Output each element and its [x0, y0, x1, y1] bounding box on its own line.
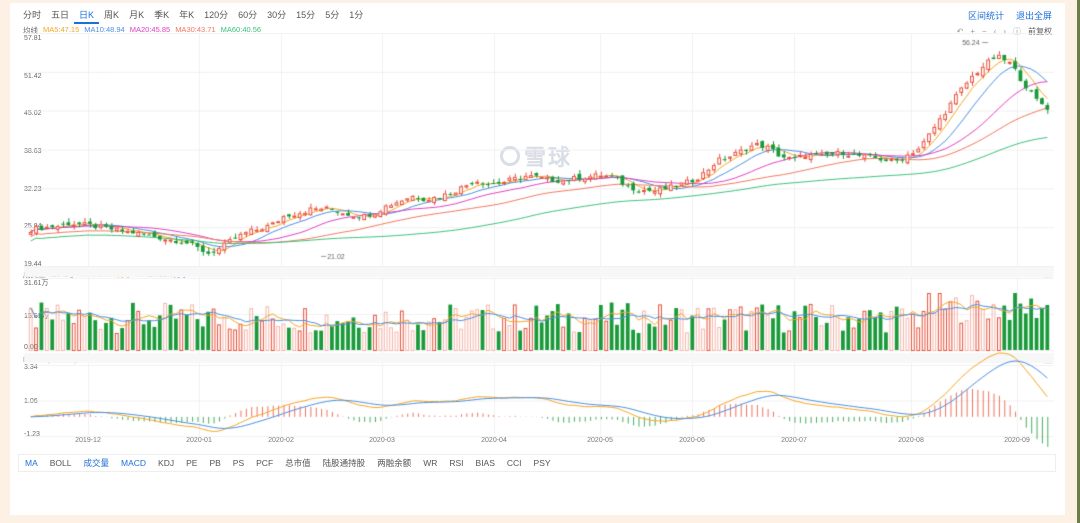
indicator-tab[interactable]: BOLL — [49, 458, 72, 468]
indicator-tab[interactable]: 总市值 — [285, 458, 311, 468]
indicator-tabs: MA BOLL 成交量 MACD KDJ PE PB PS PCF 总市值 陆股通持股 两融余额 WR R… — [18, 454, 1056, 472]
indicator-tab[interactable]: 两融余额 — [377, 458, 412, 468]
indicator-tab[interactable]: PB — [209, 458, 221, 468]
indicator-tab[interactable]: MACD — [121, 458, 147, 468]
indicator-tab[interactable]: RSI — [449, 458, 464, 468]
indicator-tab[interactable]: CCI — [506, 458, 522, 468]
indicator-tab[interactable]: MA — [25, 458, 38, 468]
indicator-tab[interactable]: WR — [423, 458, 438, 468]
indicator-tab[interactable]: PS — [232, 458, 245, 468]
indicator-tab[interactable]: 成交量 — [83, 458, 110, 468]
indicator-tab[interactable]: PCF — [256, 458, 274, 468]
indicator-tab[interactable]: BIAS — [475, 458, 495, 468]
indicator-tab[interactable]: PSY — [533, 458, 551, 468]
indicator-tab[interactable]: PE — [186, 458, 198, 468]
indicator-tab[interactable]: KDJ — [158, 458, 175, 468]
indicator-tab[interactable]: 陆股通持股 — [322, 458, 366, 468]
